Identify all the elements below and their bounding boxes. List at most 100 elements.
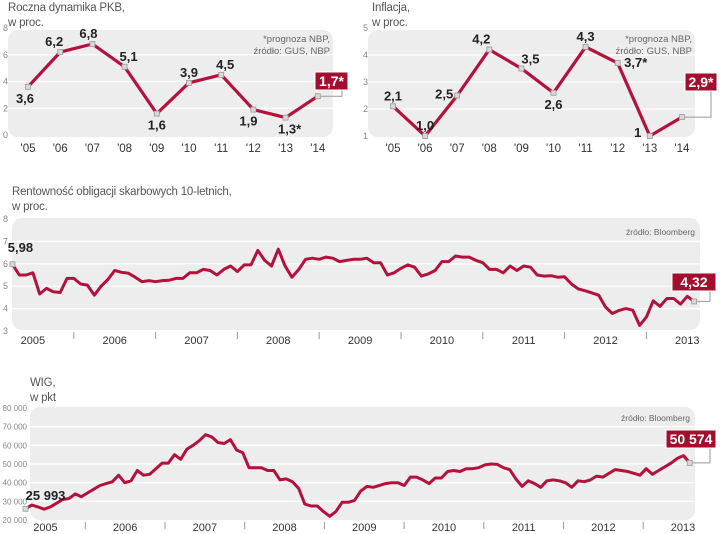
chart-3: 20 000 30 000 40 000 50 000 60 000 70 000 80 0…: [3, 404, 717, 534]
x-tick-label: '12: [610, 143, 625, 155]
series-line: [391, 45, 683, 138]
x-tick-label: 2005: [33, 522, 57, 534]
x-tick-label: 2006: [102, 335, 126, 347]
x-tick-label: 2009: [348, 335, 372, 347]
data-point: [614, 60, 621, 66]
wig-chart-title: WIG, w pkt: [30, 376, 56, 406]
x-tick-label: '11: [214, 143, 228, 155]
data-point: [550, 89, 557, 96]
source-note: *prognoza NBP,: [263, 34, 330, 45]
callout-connector: [684, 91, 712, 118]
plot-background: [12, 218, 700, 330]
source-note: *prognoza NBP,: [625, 34, 692, 45]
data-label: 1,3*: [278, 122, 302, 137]
data-label: 2,1: [384, 88, 402, 103]
x-tick-label: 2010: [432, 522, 456, 534]
x-tick-label: '06: [418, 143, 433, 155]
data-label: 1,6: [148, 118, 166, 133]
x-tick-label: 2010: [430, 335, 454, 347]
data-label: 3,5: [521, 52, 539, 67]
inflation-title: Inflacja,: [372, 2, 410, 14]
data-label: 4,2: [472, 32, 490, 47]
y-tick-label: 2: [363, 104, 368, 114]
x-tick-label: 2009: [352, 522, 376, 534]
y-tick-label: 5: [363, 23, 368, 33]
series-line: [11, 247, 695, 327]
x-tick-label: 2008: [266, 335, 290, 347]
x-tick-label: '08: [117, 143, 132, 155]
data-point: [9, 261, 16, 268]
chart-2: 3 4 5 6 7 8 źródło: Bloomberg 2005 2006 2007 2008 2…: [3, 214, 717, 347]
data-point: [121, 63, 128, 70]
y-tick-label: 1: [363, 131, 368, 141]
data-label: 6,2: [45, 34, 63, 49]
x-tick-label: 2013: [675, 335, 699, 347]
x-tick-label: '13: [642, 143, 657, 155]
y-tick-label: 70 000: [3, 423, 28, 432]
data-point: [390, 103, 396, 110]
y-tick-label: 7: [3, 236, 8, 246]
y-tick-label: 4: [3, 77, 8, 87]
data-label: 1,0: [416, 118, 434, 133]
x-tick-label: 2012: [591, 522, 615, 534]
chart-0: 0 2 4 6 8 *prognoza NBP,źródło: GUS, NBP '05 '0…: [3, 23, 349, 155]
callout-connector: [320, 90, 343, 97]
start-value-label: 25 993: [26, 488, 66, 503]
data-point: [582, 44, 589, 50]
latest-value-box: [314, 71, 349, 91]
data-label: 3,9: [180, 65, 198, 80]
x-tick-label: '08: [482, 143, 497, 155]
data-label: 4,5: [216, 57, 234, 72]
data-point: [314, 93, 321, 100]
x-tick-label: '14: [674, 143, 690, 155]
series-line: [26, 42, 319, 120]
x-tick-label: 2012: [593, 335, 617, 347]
gdp-title: Roczna dynamika PKB,: [8, 2, 125, 14]
source-note: źródło: Bloomberg: [626, 227, 695, 237]
inflation-chart-title: Inflacja, w proc.: [372, 1, 410, 31]
x-tick-label: '05: [386, 143, 401, 155]
x-tick-label: 2008: [272, 522, 296, 534]
start-value-label: 5,98: [8, 240, 33, 255]
x-tick-label: '05: [21, 143, 36, 155]
data-point: [153, 110, 160, 117]
x-tick-label: 2006: [113, 522, 137, 534]
data-point: [25, 83, 31, 90]
y-tick-label: 3: [3, 326, 8, 336]
data-point: [679, 114, 685, 120]
y-tick-label: 2: [3, 103, 8, 113]
data-point: [282, 114, 289, 121]
series-line: [24, 433, 691, 518]
x-tick-label: '10: [546, 143, 561, 155]
latest-value-label: 1,7*: [319, 73, 344, 89]
x-tick-label: 2007: [184, 335, 208, 347]
x-tick-label: '07: [85, 143, 100, 155]
data-point: [89, 41, 96, 47]
data-point: [691, 298, 698, 305]
x-tick-label: 2011: [512, 335, 536, 347]
plot-background: [368, 30, 695, 137]
x-tick-label: '14: [310, 143, 326, 155]
y-tick-label: 4: [3, 304, 8, 314]
source-note: źródło: Bloomberg: [621, 413, 690, 423]
x-tick-label: '13: [278, 143, 293, 155]
data-point: [646, 133, 653, 139]
source-note: źródło: GUS, NBP: [253, 46, 330, 57]
data-point: [422, 133, 429, 139]
data-point: [218, 71, 225, 78]
y-tick-label: 3: [363, 77, 368, 87]
y-tick-label: 40 000: [3, 479, 28, 488]
y-tick-label: 60 000: [3, 441, 28, 450]
data-point: [686, 460, 693, 466]
inflation-subtitle: w proc.: [372, 17, 408, 29]
source-note: źródło: GUS, NBP: [615, 46, 692, 57]
y-tick-label: 4: [363, 50, 368, 60]
wig-subtitle: w pkt: [30, 392, 56, 404]
x-tick-label: 2013: [671, 522, 695, 534]
latest-value-box: [684, 72, 718, 92]
x-tick-label: '09: [149, 143, 164, 155]
wig-title: WIG,: [30, 377, 56, 389]
x-tick-label: 2007: [193, 522, 217, 534]
x-tick-label: '06: [53, 143, 68, 155]
